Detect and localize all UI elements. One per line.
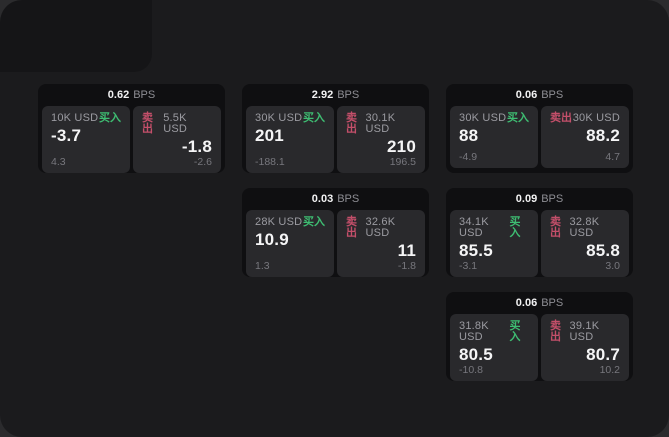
card-header: 0.09 BPS [446, 188, 633, 210]
sell-notional-size: 32.6K USD [365, 216, 396, 239]
sell-tile[interactable]: 卖出 30K USD 88.2 4.7 [541, 106, 629, 168]
card-header: 0.03 BPS [242, 188, 429, 210]
buy-delta: 1.3 [255, 259, 270, 272]
bps-value: 0.62 [107, 89, 130, 101]
buy-label: 买入 [99, 112, 121, 124]
card-header: 2.92 BPS [242, 84, 429, 106]
sell-delta: 196.5 [389, 155, 416, 168]
bps-unit-label: BPS [541, 193, 564, 205]
sell-price: 11 [397, 241, 416, 260]
quote-card-6: 0.06 BPS 31.8K USD 买入 80.5 -10.8 卖出 39.1… [446, 292, 633, 382]
card-header: 0.06 BPS [446, 84, 633, 106]
bps-value: 2.92 [311, 89, 334, 101]
buy-label: 买入 [507, 112, 529, 124]
buy-tile[interactable]: 30K USD 买入 88 -4.9 [450, 106, 538, 168]
buy-notional-size: 34.1K USD [459, 216, 489, 239]
sell-price: 85.8 [586, 241, 620, 260]
buy-tile[interactable]: 30K USD 买入 201 -188.1 [246, 106, 334, 174]
card-header: 0.62 BPS [38, 84, 225, 106]
sell-price: 88.2 [586, 126, 620, 145]
sell-label: 卖出 [142, 112, 153, 135]
buy-price: 201 [255, 126, 284, 145]
sell-notional-size: 39.1K USD [569, 320, 600, 343]
sell-price: 80.7 [586, 345, 620, 364]
bps-value: 0.03 [311, 193, 334, 205]
sell-tile[interactable]: 卖出 30.1K USD 210 196.5 [337, 106, 425, 174]
buy-notional-size: 28K USD [255, 216, 303, 228]
buy-notional-size: 31.8K USD [459, 320, 489, 343]
sell-tile[interactable]: 卖出 32.6K USD 11 -1.8 [337, 210, 425, 278]
quote-card-4: 0.03 BPS 28K USD 买入 10.9 1.3 卖出 32.6K US… [242, 188, 429, 278]
buy-tile[interactable]: 31.8K USD 买入 80.5 -10.8 [450, 314, 538, 382]
sell-notional-size: 30.1K USD [365, 112, 396, 135]
bps-value: 0.06 [515, 297, 538, 309]
bps-value: 0.06 [515, 89, 538, 101]
buy-notional-size: 10K USD [51, 112, 99, 124]
sell-notional-size: 30K USD [572, 112, 620, 124]
sell-notional-size: 32.8K USD [569, 216, 600, 239]
buy-price: 88 [459, 126, 479, 145]
buy-delta: -3.1 [459, 259, 478, 272]
buy-delta: -4.9 [459, 150, 478, 163]
buy-delta: -10.8 [459, 363, 483, 376]
sell-notional-size: 5.5K USD [163, 112, 188, 135]
bps-unit-label: BPS [541, 89, 564, 101]
sell-price: 210 [387, 137, 416, 156]
sell-delta: -1.8 [397, 259, 416, 272]
sell-label: 卖出 [550, 112, 572, 124]
quote-card-2: 2.92 BPS 30K USD 买入 201 -188.1 卖出 30.1K … [242, 84, 429, 174]
sell-label: 卖出 [550, 320, 561, 343]
sell-delta: -2.6 [193, 155, 212, 168]
bps-unit-label: BPS [337, 193, 360, 205]
sell-label: 卖出 [346, 216, 357, 239]
buy-tile[interactable]: 34.1K USD 买入 85.5 -3.1 [450, 210, 538, 278]
buy-label: 买入 [509, 320, 521, 343]
buy-price: 10.9 [255, 230, 289, 249]
bps-unit-label: BPS [541, 297, 564, 309]
sell-tile[interactable]: 卖出 32.8K USD 85.8 3.0 [541, 210, 629, 278]
quote-card-1: 0.62 BPS 10K USD 买入 -3.7 4.3 卖出 5.5K USD… [38, 84, 225, 174]
buy-price: 85.5 [459, 241, 493, 260]
buy-delta: 4.3 [51, 155, 66, 168]
buy-price: -3.7 [51, 126, 82, 145]
sell-delta: 3.0 [605, 259, 620, 272]
bps-unit-label: BPS [133, 89, 156, 101]
sell-label: 卖出 [346, 112, 357, 135]
card-header: 0.06 BPS [446, 292, 633, 314]
sell-label: 卖出 [550, 216, 561, 239]
buy-tile[interactable]: 10K USD 买入 -3.7 4.3 [42, 106, 130, 174]
bps-unit-label: BPS [337, 89, 360, 101]
bps-value: 0.09 [515, 193, 538, 205]
buy-label: 买入 [509, 216, 521, 239]
buy-tile[interactable]: 28K USD 买入 10.9 1.3 [246, 210, 334, 278]
buy-price: 80.5 [459, 345, 493, 364]
sell-delta: 4.7 [605, 150, 620, 163]
buy-notional-size: 30K USD [255, 112, 303, 124]
buy-label: 买入 [303, 216, 325, 228]
sell-tile[interactable]: 卖出 5.5K USD -1.8 -2.6 [133, 106, 221, 174]
quote-card-3: 0.06 BPS 30K USD 买入 88 -4.9 卖出 30K USD 8… [446, 84, 633, 173]
quote-card-5: 0.09 BPS 34.1K USD 买入 85.5 -3.1 卖出 32.8K… [446, 188, 633, 278]
corner-shadow [0, 0, 152, 72]
buy-delta: -188.1 [255, 155, 285, 168]
sell-price: -1.8 [181, 137, 212, 156]
sell-delta: 10.2 [599, 363, 620, 376]
buy-label: 买入 [303, 112, 325, 124]
buy-notional-size: 30K USD [459, 112, 507, 124]
sell-tile[interactable]: 卖出 39.1K USD 80.7 10.2 [541, 314, 629, 382]
